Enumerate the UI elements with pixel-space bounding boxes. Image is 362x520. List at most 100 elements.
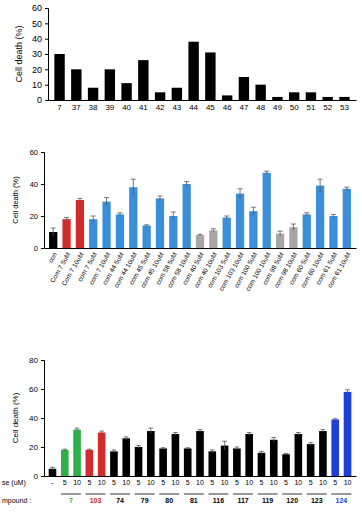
axis-line [41, 153, 45, 249]
tick: 5 [161, 476, 165, 486]
tick: 30 [32, 49, 48, 59]
error-cap [184, 181, 189, 182]
bar [344, 392, 352, 476]
error-bar [131, 179, 136, 195]
error-bar [211, 229, 216, 232]
tick: 5 [260, 476, 264, 486]
tick-label: 10 [294, 479, 302, 486]
tick-mark [45, 39, 48, 40]
error-line [213, 229, 214, 232]
tick: - [51, 476, 54, 486]
error-bar [331, 214, 336, 217]
bar [172, 434, 180, 476]
error-line [226, 216, 227, 219]
tick: 46 [223, 100, 232, 112]
error-cap [278, 231, 283, 232]
axis-line [45, 248, 357, 249]
error-line [150, 428, 151, 434]
error-cap [50, 467, 55, 468]
axis-line [45, 476, 357, 477]
error-cap [99, 431, 104, 432]
error-line [133, 179, 134, 195]
tick-label: 30 [32, 49, 42, 59]
tick: 50 [290, 100, 299, 112]
error-cap [344, 187, 349, 188]
tick: 0 [37, 95, 48, 105]
error-line [175, 433, 176, 436]
tick-mark [41, 447, 44, 448]
group-underline [135, 494, 155, 495]
error-cap [185, 447, 190, 448]
error-bar [99, 431, 104, 434]
tick-label: 52 [323, 103, 332, 112]
bar [138, 60, 148, 100]
tick: 37 [72, 100, 81, 112]
tick-mark [41, 389, 44, 390]
tick-label: 41 [139, 103, 148, 112]
error-bar [144, 225, 149, 227]
bar [272, 97, 282, 100]
tick: 5 [112, 476, 116, 486]
error-line [261, 451, 262, 454]
tick-label: 10 [221, 479, 229, 486]
bar [319, 431, 327, 476]
error-cap [271, 437, 276, 438]
tick: 10 [294, 476, 302, 486]
error-cap [124, 436, 129, 437]
tick-label: 40 [30, 180, 38, 189]
tick-label: 38 [89, 103, 98, 112]
error-cap [211, 228, 216, 229]
error-bar [318, 179, 323, 192]
bar [155, 92, 165, 100]
error-bar [87, 449, 92, 450]
group-underline [331, 494, 351, 495]
error-line [320, 179, 321, 192]
tick-label: 5 [161, 479, 165, 486]
error-cap [87, 449, 92, 450]
error-line [66, 218, 67, 221]
error-line [119, 213, 120, 216]
bar [236, 194, 244, 248]
bar [233, 448, 241, 476]
tick: com 61 10uM [326, 248, 352, 289]
error-line [306, 213, 307, 216]
tick: 60 [32, 3, 48, 13]
error-cap [251, 207, 256, 208]
tick-label: 51 [306, 103, 315, 112]
error-line [224, 441, 225, 450]
group-label: 7 [69, 497, 73, 504]
error-cap [308, 442, 313, 443]
error-bar [136, 446, 141, 449]
error-cap [284, 453, 289, 454]
tick-label: 5 [260, 479, 264, 486]
tick-label: 7 [57, 103, 62, 112]
error-line [347, 390, 348, 394]
group-underline [86, 494, 106, 495]
bar [270, 440, 278, 476]
error-line [79, 198, 80, 201]
tick: 45 [206, 100, 215, 112]
group-label: 120 [286, 497, 298, 504]
tick: 52 [323, 100, 332, 112]
tick-label: 10 [344, 479, 352, 486]
error-line [212, 450, 213, 453]
error-cap [198, 429, 203, 430]
bar [239, 77, 249, 100]
tick: 38 [89, 100, 98, 112]
bar [142, 226, 150, 248]
tick-label: 10 [73, 479, 81, 486]
bar [183, 184, 191, 248]
tick: 5 [333, 476, 337, 486]
error-cap [247, 432, 252, 433]
error-line [126, 437, 127, 440]
error-cap [112, 449, 117, 450]
error-cap [161, 447, 166, 448]
tick: 40 [30, 180, 44, 189]
tick: 5 [235, 476, 239, 486]
group-label: 116 [213, 497, 224, 504]
error-line [53, 228, 54, 236]
bar [135, 447, 143, 476]
error-bar [157, 196, 162, 201]
bar [196, 431, 204, 476]
tick-mark [41, 184, 44, 185]
